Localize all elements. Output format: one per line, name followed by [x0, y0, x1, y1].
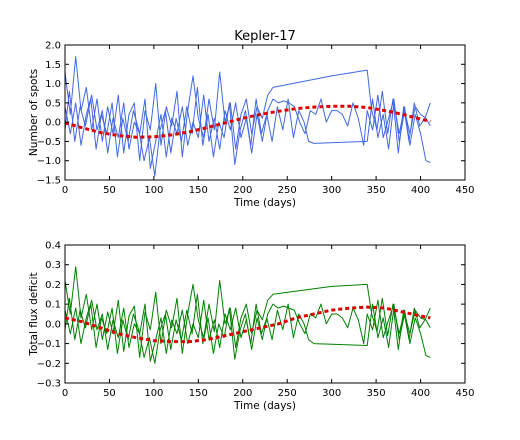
x-tick-label: 400: [411, 388, 430, 399]
trend-line-series-3: [65, 305, 431, 344]
x-tick-label: 450: [455, 388, 474, 399]
y-axis-label: Number of spots: [28, 69, 40, 156]
x-tick-label: 0: [62, 185, 68, 196]
x-tick-label: 450: [455, 185, 474, 196]
x-tick-label: 150: [189, 388, 208, 399]
x-tick-label: 0: [62, 388, 68, 399]
x-tick-label: 350: [367, 388, 386, 399]
data-line-series-2: [65, 299, 431, 362]
data-line-series-1: [65, 86, 431, 177]
data-line-series-1: [65, 293, 431, 364]
x-tick-label: 250: [278, 388, 297, 399]
y-tick-label: −0.5: [37, 137, 61, 148]
y-tick-label: 2.0: [45, 41, 61, 52]
chart-panel-1: 0 50 100 150 200 250 300 350 400 450 0.4 0.3 0.2 0.1 0…: [28, 241, 475, 413]
x-tick-label: 50: [103, 388, 116, 399]
x-tick-label: 300: [322, 388, 341, 399]
y-tick-label: 1.5: [45, 60, 61, 71]
y-tick-label: −1.0: [37, 156, 61, 167]
y-tick-label: 0.4: [45, 241, 61, 252]
data-line-series-2: [65, 94, 431, 169]
y-tick-label: −1.5: [37, 176, 61, 187]
x-tick-label: 200: [233, 185, 252, 196]
axes-frame: [64, 44, 466, 181]
x-tick-label: 150: [189, 185, 208, 196]
x-tick-label: 300: [322, 185, 341, 196]
y-tick-label: 0.0: [45, 319, 61, 330]
x-tick-label: 50: [103, 185, 116, 196]
series-group: [65, 266, 431, 364]
x-tick-label: 250: [278, 185, 297, 196]
trend-line-series-3: [65, 104, 431, 139]
y-tick-label: 1.0: [45, 79, 61, 90]
x-tick-label: 100: [144, 185, 163, 196]
y-tick-label: 0.5: [45, 98, 61, 109]
y-tick-label: 0.3: [45, 260, 61, 271]
y-tick-label: −0.3: [37, 379, 61, 390]
chart-title: Kepler-17: [234, 29, 295, 44]
chart-panel-0: 0 50 100 150 200 250 300 350 400 450 2.0 1.5 1.0 0.5 0…: [28, 29, 475, 209]
x-tick-label: 350: [367, 185, 386, 196]
x-axis-label: Time (days): [233, 400, 296, 412]
y-tick-label: −0.1: [37, 339, 61, 350]
y-tick-label: −0.2: [37, 359, 61, 370]
x-tick-label: 100: [144, 388, 163, 399]
x-tick-label: 200: [233, 388, 252, 399]
y-tick-label: 0.0: [45, 118, 61, 129]
y-tick-label: 0.2: [45, 280, 61, 291]
y-tick-label: 0.1: [45, 300, 61, 311]
y-axis-label: Total flux deficit: [28, 272, 40, 356]
axes-frame: [64, 244, 466, 384]
x-tick-label: 400: [411, 185, 430, 196]
x-axis-label: Time (days): [233, 197, 296, 209]
series-group: [65, 56, 431, 177]
